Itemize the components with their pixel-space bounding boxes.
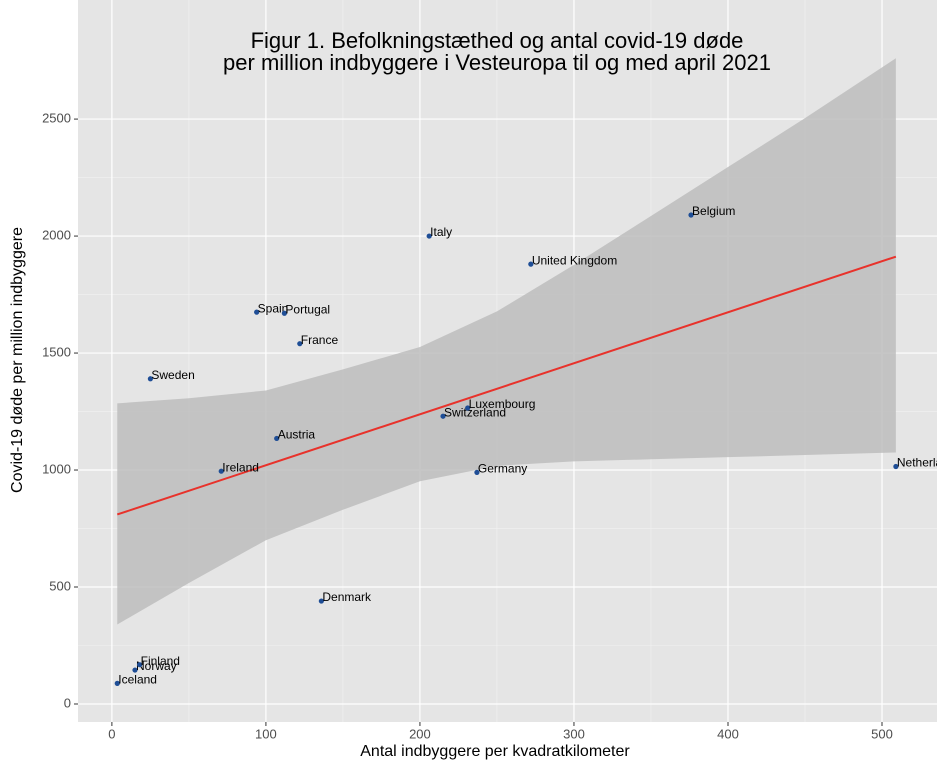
y-tick-label: 2500 (42, 111, 71, 126)
x-tick-label: 300 (563, 726, 585, 741)
point-label: Portugal (285, 302, 330, 316)
x-tick-label: 500 (871, 726, 893, 741)
point (281, 310, 287, 316)
point-label: Sweden (151, 368, 194, 382)
point-label: Switzerland (444, 405, 506, 419)
point (137, 662, 143, 668)
point-label: Finland (141, 654, 180, 668)
point (132, 667, 138, 673)
point-label: Denmark (322, 590, 372, 604)
point-label: Norway (136, 659, 177, 673)
x-tick-label: 100 (255, 726, 277, 741)
point-label: Ireland (222, 460, 259, 474)
point (688, 212, 694, 218)
point (318, 598, 324, 604)
point (440, 413, 446, 419)
confidence-band (117, 58, 896, 625)
point (254, 309, 260, 315)
chart-title: per million indbyggere i Vesteuropa til … (223, 50, 771, 75)
point-label: Belgium (692, 204, 735, 218)
point-label: Spain (258, 301, 289, 315)
x-axis-label: Antal indbyggere per kvadratkilometer (360, 743, 630, 760)
fit-line (116, 255, 897, 516)
point (147, 376, 153, 382)
point (426, 233, 432, 239)
x-tick-label: 400 (717, 726, 739, 741)
point-label: Netherlands (897, 456, 937, 470)
y-tick-label: 500 (49, 578, 71, 593)
point-label: Germany (478, 462, 527, 476)
point (474, 469, 480, 475)
point (465, 405, 471, 411)
point (218, 468, 224, 474)
point-label: Luxembourg (469, 397, 536, 411)
point-label: Austria (278, 428, 316, 442)
point-label: France (301, 333, 339, 347)
y-axis-label: Covid-19 døde per million indbyggere (9, 227, 26, 493)
x-tick-label: 200 (409, 726, 431, 741)
point (114, 680, 120, 686)
point-label: Iceland (118, 673, 157, 687)
y-tick-label: 2000 (42, 228, 71, 243)
point (893, 463, 899, 470)
point (297, 341, 303, 347)
x-tick-label: 0 (108, 726, 115, 741)
y-tick-label: 0 (64, 695, 71, 710)
y-tick-label: 1000 (42, 461, 71, 476)
y-tick-label: 1500 (42, 344, 71, 359)
point-label: Italy (430, 225, 452, 239)
chart-title: Figur 1. Befolkningstæthed og antal covi… (251, 28, 744, 53)
point (274, 435, 280, 442)
point (528, 261, 534, 267)
point-label: United Kingdom (532, 253, 617, 267)
